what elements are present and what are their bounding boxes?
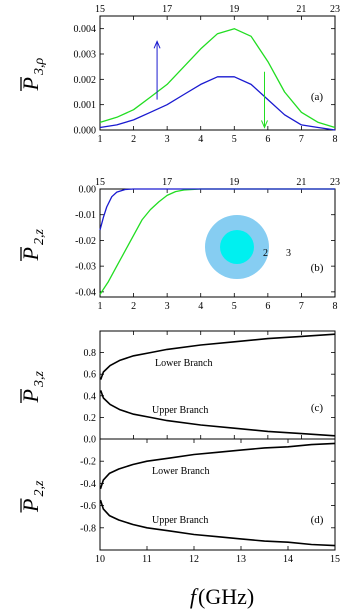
y-tick-label: 0.00 (79, 185, 97, 196)
y-tick-label: 0.0 (84, 435, 97, 446)
series-line-2 (99, 76, 336, 131)
series-line-2 (99, 390, 336, 437)
y-tick-label: 0.2 (84, 413, 97, 424)
y-tick-label: 0.003 (74, 50, 97, 61)
x-tick-label: 2 (131, 301, 136, 312)
y-axis-label: P3,z (18, 371, 47, 404)
x-tick-label: 8 (333, 134, 338, 145)
x-tick-label: 4 (198, 301, 203, 312)
arrow-head-1 (153, 40, 161, 49)
y-tick-label: -0.03 (75, 262, 96, 273)
x-tick-label: 1 (98, 301, 103, 312)
y-axis-label-subscript: 3,z (32, 371, 47, 389)
y-tick-label: -0.01 (75, 210, 96, 221)
x-tick-label: 15 (330, 554, 340, 565)
x-tick-label: 2 (131, 134, 136, 145)
x-tick-label: 6 (265, 301, 270, 312)
y-tick-label: 0.001 (74, 100, 97, 111)
annotation-lower-branch: Lower Branch (152, 466, 209, 477)
plot-frame (99, 330, 336, 440)
y-axis-label: P 2,z (18, 480, 47, 513)
x-top-tick-label: 15 (95, 177, 105, 188)
series-line-2 (99, 499, 336, 547)
x-tick-label: 14 (283, 554, 293, 565)
x-top-tick-label: 23 (330, 177, 340, 188)
region-label-3: 3 (286, 248, 291, 259)
panel-1: 1 2 3 4 5 6 7 815 17 19 21 230.0000.0010.0020.0030.… (18, 4, 340, 145)
series-line-1 (99, 333, 336, 380)
y-tick-label: 0.4 (84, 391, 97, 402)
panel-tag: (a) (311, 91, 324, 103)
arrow-head-2 (261, 120, 268, 129)
panel-tag: (b) (311, 262, 324, 274)
x-top-tick-label: 21 (296, 4, 306, 15)
y-tick-label: -0.6 (80, 501, 96, 512)
series-line-1 (99, 28, 336, 129)
y-tick-label: -0.2 (80, 457, 96, 468)
series-line-2 (99, 188, 335, 231)
y-axis-label-subscript: 3,ρ (32, 58, 47, 77)
plot-frame (99, 15, 336, 131)
inner-region (220, 230, 254, 264)
x-top-tick-label: 23 (330, 4, 340, 15)
x-tick-label: 4 (198, 134, 203, 145)
x-tick-label: 5 (232, 134, 237, 145)
plot-frame (99, 438, 336, 551)
x-axis-label: f (GHz) (190, 584, 254, 609)
y-tick-label: 0.000 (74, 126, 97, 137)
x-axis-label-unit: (GHz) (198, 584, 254, 609)
y-tick-label: -0.4 (80, 479, 96, 490)
panel-tag: (d) (311, 514, 324, 526)
panel-3: 0.0 0.2 0.4 0.6 0.8 P3,z Lower Branch Upper Bra… (18, 330, 336, 446)
y-tick-label: 0.002 (74, 75, 97, 86)
y-axis-label-subscript: 2,z (32, 480, 47, 497)
y-axis-label-symbol: P (18, 389, 43, 403)
x-top-tick-label: 19 (229, 177, 239, 188)
x-tick-label: 12 (189, 554, 199, 565)
x-tick-label: 6 (265, 134, 270, 145)
y-tick-label: 0.8 (84, 348, 97, 359)
x-tick-label: 11 (142, 554, 152, 565)
x-tick-label: 5 (232, 301, 237, 312)
y-tick-label: -0.04 (75, 287, 96, 298)
x-top-tick-label: 17 (162, 4, 172, 15)
x-top-tick-label: 21 (296, 177, 306, 188)
x-tick-label: 3 (165, 134, 170, 145)
x-tick-label: 1 (98, 134, 103, 145)
x-axis-label-symbol: f (190, 584, 199, 609)
x-tick-label: 7 (299, 134, 304, 145)
x-tick-label: 10 (95, 554, 105, 565)
y-axis-label-symbol: P (18, 499, 43, 513)
annotation-upper-branch: Upper Branch (152, 515, 208, 526)
x-tick-label: 7 (299, 301, 304, 312)
y-axis-label-symbol: P (18, 247, 43, 261)
x-top-tick-label: 17 (162, 177, 172, 188)
y-tick-label: 0.004 (74, 24, 97, 35)
y-axis-label: P3,ρ (18, 58, 47, 92)
panel-2: 1 2 3 4 5 6 7 815 17 19 21 230.00-0.01-0.02-0.03-0.… (18, 177, 340, 312)
panel-tag: (c) (311, 402, 324, 414)
y-axis-label-symbol: P (18, 77, 43, 91)
annotation-lower-branch: Lower Branch (155, 358, 212, 369)
y-axis-label: P2,z (18, 229, 47, 262)
x-top-tick-label: 15 (95, 4, 105, 15)
y-tick-label: -0.02 (75, 236, 96, 247)
x-tick-label: 8 (333, 301, 338, 312)
annotation-upper-branch: Upper Branch (152, 405, 208, 416)
region-label-2: 2 (263, 248, 268, 259)
y-axis-label-subscript: 2,z (32, 229, 47, 246)
y-tick-label: 0.6 (84, 370, 97, 381)
x-tick-label: 13 (236, 554, 246, 565)
x-tick-label: 3 (165, 301, 170, 312)
panel-4: 10 11 12 13 14 15 -0.2 -0.4 -0.6 -0.8 P 2,z Lower Br… (18, 438, 340, 565)
series-line-1 (99, 442, 336, 490)
x-top-tick-label: 19 (229, 4, 239, 15)
y-tick-label: -0.8 (80, 523, 96, 534)
